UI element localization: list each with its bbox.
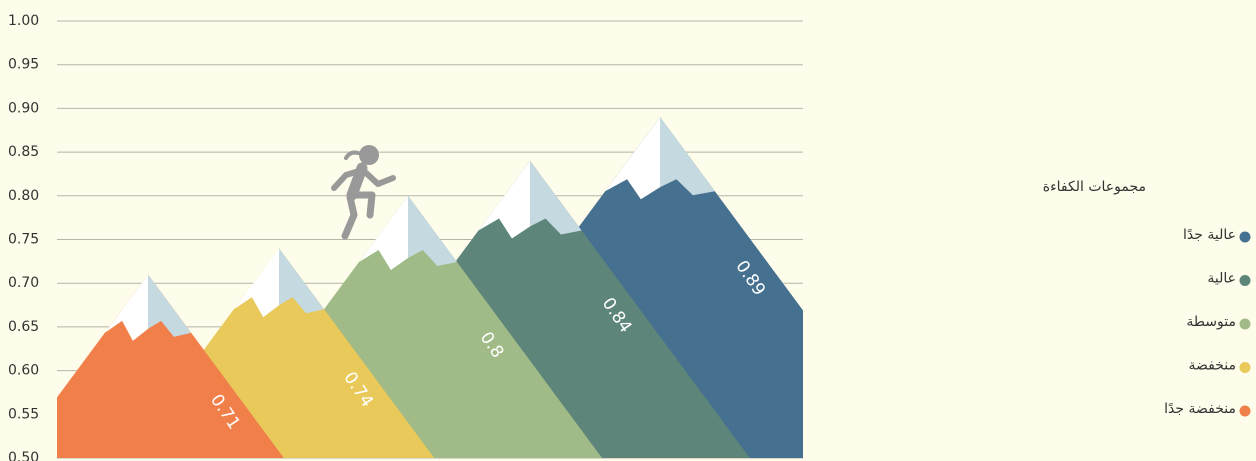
legend-label: عالية [1207, 271, 1236, 287]
y-tick-label: 0.55 [8, 406, 39, 422]
snow-cap [358, 195, 408, 271]
snow-cap-shade [530, 160, 582, 235]
y-tick-label: 0.70 [8, 275, 39, 291]
y-tick-label: 0.75 [8, 232, 39, 248]
legend-label: متوسطة [1186, 314, 1236, 330]
mountain: 0.71 [57, 274, 284, 458]
mountain-body [57, 274, 284, 458]
y-tick-label: 0.60 [8, 363, 39, 379]
legend-label: منخفضة [1189, 358, 1237, 374]
snow-cap [104, 274, 148, 341]
snow-cap-shade [408, 195, 458, 267]
y-tick-label: 0.95 [8, 57, 39, 73]
legend-label: منخفضة جدًا [1164, 401, 1236, 417]
y-tick-label: 0.80 [8, 188, 39, 204]
y-tick-label: 1.00 [8, 13, 39, 29]
snow-cap-shade [279, 248, 325, 314]
legend-marker [1239, 318, 1251, 330]
legend-label: عالية جدًا [1183, 227, 1236, 243]
legend-marker [1239, 405, 1251, 417]
snow-cap [478, 160, 530, 239]
y-tick-label: 0.85 [8, 144, 39, 160]
legend-marker [1239, 275, 1251, 286]
y-tick-label: 0.90 [8, 100, 39, 116]
snow-cap [605, 117, 660, 200]
legend-title: مجموعات الكفاءة [1043, 179, 1146, 195]
snow-cap [233, 248, 279, 318]
legend-marker [1239, 231, 1251, 243]
snow-cap-shade [148, 274, 192, 337]
snow-cap-shade [660, 117, 715, 196]
y-tick-label: 0.65 [8, 319, 39, 335]
legend-marker [1239, 362, 1251, 373]
y-tick-label: 0.50 [8, 450, 39, 461]
runner-icon [331, 145, 396, 240]
